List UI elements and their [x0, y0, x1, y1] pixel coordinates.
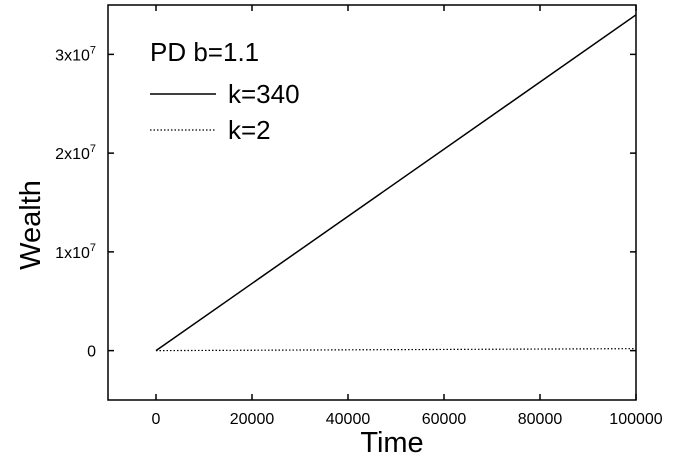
x-tick-label: 80000 — [518, 411, 563, 428]
x-axis-title: Time — [360, 427, 423, 459]
series-line-k2 — [155, 348, 637, 352]
legend-label-k340: k=340 — [228, 79, 300, 109]
y-tick-label: 2x107 — [55, 143, 96, 163]
y-axis-title: Wealth — [15, 180, 47, 270]
x-tick-label: 60000 — [422, 411, 467, 428]
x-tick-label: 0 — [152, 411, 161, 428]
legend-label-k2: k=2 — [228, 115, 271, 145]
series-layer — [155, 14, 637, 352]
x-tick-label: 40000 — [326, 411, 371, 428]
y-tick-label: 0 — [87, 344, 96, 361]
y-tick-label: 3x107 — [55, 44, 96, 64]
legend: PD b=1.1 k=340 k=2 — [150, 37, 300, 145]
y-ticks: 0 1x107 2x107 3x107 — [55, 44, 636, 361]
plot-frame — [107, 4, 637, 401]
x-tick-label: 20000 — [230, 411, 275, 428]
x-ticks: 0 20000 40000 60000 80000 100000 — [152, 5, 663, 428]
series-line-k340 — [155, 14, 637, 352]
y-tick-label: 1x107 — [55, 242, 96, 262]
x-tick-label: 100000 — [609, 411, 662, 428]
legend-title: PD b=1.1 — [150, 37, 259, 67]
plot-area: 0 20000 40000 60000 80000 100000 0 1x107 2x107 3… — [55, 4, 663, 428]
